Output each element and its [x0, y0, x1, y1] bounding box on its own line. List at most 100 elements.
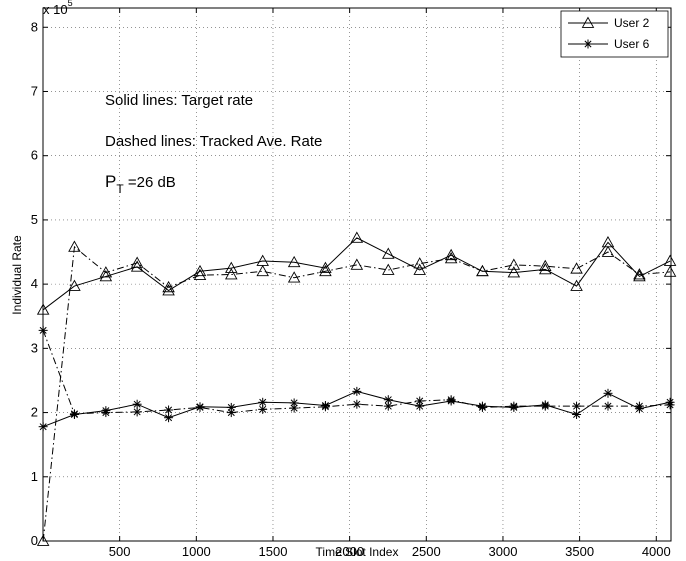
y-tick-label: 0	[31, 533, 38, 548]
marker-stroke	[133, 408, 141, 416]
data-point-user6-dashed	[446, 395, 456, 405]
grid	[43, 8, 671, 541]
marker-stroke	[165, 406, 173, 414]
data-point-user6-dashed	[352, 399, 362, 409]
data-point-user2-dashed	[350, 258, 364, 270]
x-tick-label: 2500	[412, 544, 441, 559]
series-user2-dashed	[36, 240, 677, 546]
y-tick-label: 3	[31, 340, 38, 355]
x-tick-label: 3000	[489, 544, 518, 559]
x-tick-label: 4000	[642, 544, 671, 559]
series-line-user2-dashed	[42, 245, 671, 542]
series-user6-dashed	[38, 325, 675, 419]
legend-marker-user2	[581, 16, 595, 28]
data-point-user6-dashed	[603, 401, 613, 411]
data-point-user6-dashed	[132, 407, 142, 417]
data-point-user2-solid	[287, 255, 301, 268]
data-point-user6-dashed	[572, 401, 582, 411]
marker-stroke	[510, 402, 518, 410]
annotation-solid: Solid lines: Target rate	[105, 92, 253, 109]
marker-stroke	[353, 387, 361, 395]
marker-stroke	[478, 403, 486, 411]
data-point-user2-solid	[633, 269, 646, 282]
legend: User 2 User 6	[560, 10, 669, 58]
data-point-user2-dashed	[256, 264, 269, 277]
marker-stroke	[259, 405, 267, 413]
data-point-user6-dashed	[415, 396, 425, 406]
marker-stroke	[102, 409, 110, 417]
data-point-user2-solid	[193, 264, 207, 277]
marker-stroke	[133, 400, 141, 408]
data-point-user6-dashed	[101, 408, 111, 418]
data-point-user2-dashed	[68, 240, 81, 252]
data-point-user2-solid	[99, 269, 113, 282]
y-multiplier-exponent: 5	[68, 0, 73, 8]
marker-stroke	[573, 410, 581, 418]
series-line-user2-solid	[42, 237, 671, 311]
data-point-user2-dashed	[225, 268, 238, 280]
data-point-user6-solid	[572, 409, 582, 419]
marker-stroke	[416, 402, 424, 410]
annotation-dashed: Dashed lines: Tracked Ave. Rate	[105, 133, 322, 150]
legend-marker-user6	[583, 39, 593, 49]
legend-asterisk-marker	[583, 39, 593, 49]
data-point-user6-dashed	[289, 403, 299, 413]
marker-stroke	[541, 402, 549, 410]
data-point-user2-dashed	[162, 280, 175, 293]
data-point-user2-solid	[350, 231, 364, 243]
data-point-user2-dashed	[287, 271, 301, 283]
marker-stroke	[604, 389, 612, 397]
data-point-user6-solid	[603, 388, 613, 398]
x-tick-label: 2000	[335, 544, 364, 559]
data-point-user2-solid	[68, 279, 81, 291]
data-point-user6-solid	[132, 399, 142, 409]
data-point-user2-solid	[382, 247, 395, 259]
data-point-user6-dashed	[509, 401, 519, 411]
marker-stroke	[227, 403, 235, 411]
marker-stroke	[321, 403, 329, 411]
data-point-user2-dashed	[601, 245, 615, 257]
plot-frame	[42, 7, 672, 542]
marker-stroke	[70, 410, 78, 418]
y-tick-label: 7	[31, 83, 38, 98]
marker-stroke	[290, 399, 298, 407]
marker-stroke	[384, 396, 392, 404]
x-tick-label: 3500	[565, 544, 594, 559]
data-point-user2-solid	[162, 284, 175, 296]
data-point-user6-solid	[415, 401, 425, 411]
y-tick-label: 2	[31, 405, 38, 420]
marker-stroke	[259, 398, 267, 406]
data-point-user6-solid	[258, 397, 268, 407]
data-point-user2-dashed	[382, 263, 395, 275]
data-point-user2-solid	[539, 262, 552, 275]
data-point-user2-dashed	[663, 265, 677, 277]
data-point-user6-dashed	[164, 405, 174, 415]
marker-stroke	[416, 397, 424, 405]
marker-stroke	[353, 400, 361, 408]
data-point-user2-solid	[225, 261, 238, 273]
x-tick-label: 1000	[182, 544, 211, 559]
y-tick-label: 1	[31, 469, 38, 484]
data-point-user6-dashed	[69, 409, 79, 419]
marker-stroke	[635, 402, 643, 410]
data-point-user2-dashed	[476, 264, 489, 277]
data-point-user6-dashed	[477, 402, 487, 412]
annotation-pt: PT =26 dB	[105, 172, 176, 196]
marker-stroke	[604, 402, 612, 410]
marker-stroke	[196, 403, 204, 411]
data-point-user6-solid	[164, 413, 174, 423]
x-tick-label: 500	[109, 544, 131, 559]
y-multiplier-base: x 10	[43, 2, 68, 17]
data-point-user2-dashed	[507, 258, 521, 270]
data-point-user2-solid	[663, 254, 677, 266]
data-point-user6-dashed	[258, 404, 268, 414]
data-point-user6-solid	[352, 386, 362, 396]
legend-triangle-marker	[581, 16, 595, 28]
y-axis-label: Individual Rate	[10, 235, 24, 315]
marker-stroke	[165, 414, 173, 422]
data-point-user2-solid	[413, 263, 426, 275]
data-point-user2-dashed	[633, 268, 646, 280]
data-point-user2-solid	[507, 266, 521, 278]
axis-ticks: 500 1000 1500 2000 2500 3000 3500 4000 0 1 2 3 4 5 6 7 8	[31, 8, 671, 559]
